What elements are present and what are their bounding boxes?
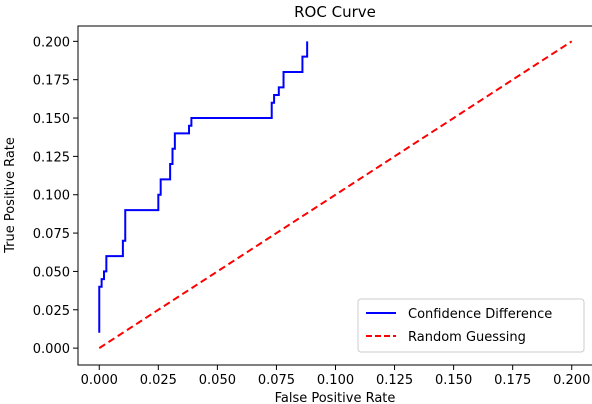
y-tick-label: 0.075 (33, 227, 70, 242)
y-tick-label: 0.000 (33, 342, 70, 357)
y-tick-label: 0.025 (33, 304, 70, 319)
series-line-random-guessing (98, 40, 573, 349)
x-tick-label: 0.075 (258, 373, 295, 388)
legend-label-random-guessing: Random Guessing (408, 330, 526, 345)
legend-box (357, 298, 585, 353)
legend-label-confidence-difference: Confidence Difference (408, 307, 552, 322)
x-tick-label: 0.050 (199, 373, 236, 388)
y-tick-label: 0.175 (33, 74, 70, 89)
x-tick-label: 0.200 (553, 373, 590, 388)
x-tick-label: 0.000 (81, 373, 118, 388)
x-tick-label: 0.125 (376, 373, 413, 388)
x-tick-label: 0.175 (494, 373, 531, 388)
series-line-confidence-difference (98, 41, 309, 333)
y-tick-label: 0.050 (33, 265, 70, 280)
y-tick-label: 0.200 (33, 35, 70, 50)
legend: Confidence Difference Random Guessing (357, 298, 585, 353)
y-axis-label: True Positive Rate (3, 137, 18, 254)
y-tick-label: 0.150 (33, 112, 70, 127)
plot-area (98, 40, 573, 349)
x-tick-label: 0.100 (317, 373, 354, 388)
y-tick-label: 0.100 (33, 189, 70, 204)
x-axis-label: False Positive Rate (275, 391, 396, 404)
x-tick-label: 0.150 (435, 373, 472, 388)
x-tick-label: 0.025 (140, 373, 177, 388)
chart-title: ROC Curve (294, 3, 376, 21)
y-axis: 0.000 0.025 0.050 0.075 0.100 0.125 0.150 0.175… (33, 35, 78, 357)
x-axis: 0.000 0.025 0.050 0.075 0.100 0.125 0.150 0.175… (81, 365, 590, 388)
y-tick-label: 0.125 (33, 150, 70, 165)
